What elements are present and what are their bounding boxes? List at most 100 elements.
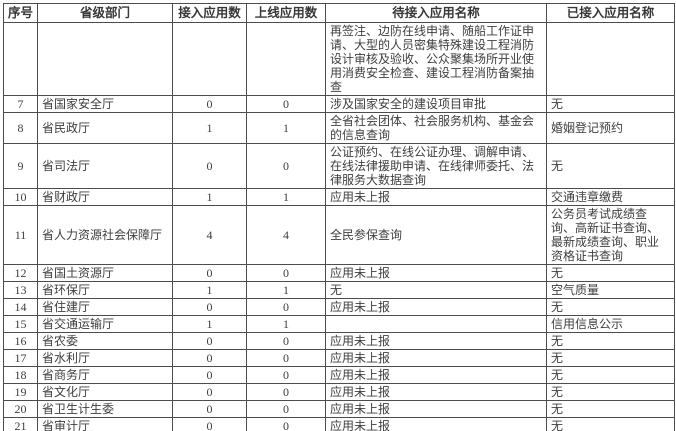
header-connected-app-names: 已接入应用名称	[546, 3, 675, 23]
cell-serial-number: 11	[3, 205, 38, 265]
cell-online-count: 1	[246, 315, 326, 333]
cell-online-count: 1	[246, 112, 326, 144]
cell-serial-number: 7	[3, 95, 38, 113]
cell-connected-count: 4	[172, 205, 247, 265]
cell-connected-app-names	[546, 22, 675, 96]
cell-connected-count: 1	[172, 281, 247, 299]
cell-department: 省农委	[37, 332, 173, 350]
cell-serial-number: 21	[3, 417, 38, 431]
cell-department: 省审计厅	[37, 417, 173, 431]
cell-department: 省文化厅	[37, 383, 173, 401]
cell-pending-app-names: 应用未上报	[325, 188, 547, 206]
cell-connected-count: 1	[172, 112, 247, 144]
cell-serial-number: 13	[3, 281, 38, 299]
cell-connected-count: 0	[172, 383, 247, 401]
cell-pending-app-names: 涉及国家安全的建设项目审批	[325, 95, 547, 113]
cell-connected-count: 0	[172, 332, 247, 350]
cell-connected-count: 0	[172, 366, 247, 384]
cell-serial-number: 15	[3, 315, 38, 333]
cell-department: 省水利厅	[37, 349, 173, 367]
cell-connected-app-names: 无	[546, 383, 675, 401]
cell-connected-app-names: 无	[546, 400, 675, 418]
cell-serial-number: 10	[3, 188, 38, 206]
cell-connected-count: 0	[172, 417, 247, 431]
cell-connected-app-names: 无	[546, 143, 675, 189]
cell-online-count: 4	[246, 205, 326, 265]
cell-connected-count: 0	[172, 400, 247, 418]
cell-connected-app-names: 无	[546, 298, 675, 316]
table-row: 15 省交通运输厅 1 1 信用信息公示	[3, 315, 675, 333]
table-row: 再签注、边防在线申请、随船工作证申请、大型的人员密集特殊建设工程消防设计审核及验…	[3, 22, 675, 96]
cell-online-count: 0	[246, 383, 326, 401]
cell-connected-count: 0	[172, 264, 247, 282]
cell-connected-count: 1	[172, 188, 247, 206]
cell-pending-app-names	[325, 315, 547, 333]
header-row: 序号 省级部门 接入应用数 上线应用数 待接入应用名称 已接入应用名称	[3, 3, 675, 23]
cell-connected-count	[172, 22, 247, 96]
cell-pending-app-names: 全民参保查询	[325, 205, 547, 265]
cell-connected-app-names: 无	[546, 417, 675, 431]
table-row: 18 省商务厅 0 0 应用未上报无	[3, 366, 675, 384]
cell-connected-app-names: 空气质量	[546, 281, 675, 299]
table-row: 8 省民政厅 1 1 全省社会团体、社会服务机构、基金会的信息查询 婚姻登记预约	[3, 112, 675, 144]
cell-department: 省国土资源厅	[37, 264, 173, 282]
cell-department	[37, 22, 173, 96]
cell-connected-app-names: 无	[546, 332, 675, 350]
header-connected-app-count: 接入应用数	[172, 3, 247, 23]
table-row: 12 省国土资源厅 0 0 应用未上报无	[3, 264, 675, 282]
table-row: 16 省农委 0 0 应用未上报无	[3, 332, 675, 350]
header-online-app-count: 上线应用数	[246, 3, 326, 23]
header-serial-number: 序号	[3, 3, 38, 23]
cell-connected-count: 0	[172, 143, 247, 189]
cell-pending-app-names: 应用未上报	[325, 366, 547, 384]
table-row: 20 省卫生计生委 0 0 应用未上报无	[3, 400, 675, 418]
table-header: 序号 省级部门 接入应用数 上线应用数 待接入应用名称 已接入应用名称	[3, 3, 675, 23]
cell-serial-number: 9	[3, 143, 38, 189]
cell-connected-app-names: 婚姻登记预约	[546, 112, 675, 144]
cell-serial-number: 17	[3, 349, 38, 367]
cell-online-count: 0	[246, 95, 326, 113]
cell-connected-count: 0	[172, 298, 247, 316]
cell-serial-number	[3, 22, 38, 96]
cell-pending-app-names: 无	[325, 281, 547, 299]
cell-serial-number: 20	[3, 400, 38, 418]
header-pending-app-names: 待接入应用名称	[325, 3, 547, 23]
cell-department: 省司法厅	[37, 143, 173, 189]
table-row: 7 省国家安全厅 0 0 涉及国家安全的建设项目审批无	[3, 95, 675, 113]
cell-department: 省交通运输厅	[37, 315, 173, 333]
cell-pending-app-names: 应用未上报	[325, 417, 547, 431]
cell-pending-app-names: 应用未上报	[325, 400, 547, 418]
cell-serial-number: 18	[3, 366, 38, 384]
cell-serial-number: 16	[3, 332, 38, 350]
cell-online-count: 0	[246, 400, 326, 418]
cell-connected-app-names: 信用信息公示	[546, 315, 675, 333]
cell-connected-app-names: 无	[546, 349, 675, 367]
table-row: 14 省住建厅 0 0 应用未上报无	[3, 298, 675, 316]
cell-online-count: 0	[246, 366, 326, 384]
app-status-table: 序号 省级部门 接入应用数 上线应用数 待接入应用名称 已接入应用名称 再签注、…	[3, 3, 675, 431]
cell-online-count	[246, 22, 326, 96]
cell-connected-app-names: 交通违章缴费	[546, 188, 675, 206]
cell-connected-app-names: 无	[546, 264, 675, 282]
cell-serial-number: 19	[3, 383, 38, 401]
cell-department: 省卫生计生委	[37, 400, 173, 418]
cell-online-count: 0	[246, 264, 326, 282]
cell-department: 省民政厅	[37, 112, 173, 144]
cell-serial-number: 14	[3, 298, 38, 316]
cell-pending-app-names: 应用未上报	[325, 383, 547, 401]
cell-connected-app-names: 无	[546, 366, 675, 384]
cell-online-count: 0	[246, 143, 326, 189]
cell-connected-count: 0	[172, 349, 247, 367]
table-body: 再签注、边防在线申请、随船工作证申请、大型的人员密集特殊建设工程消防设计审核及验…	[3, 22, 675, 431]
cell-online-count: 0	[246, 298, 326, 316]
cell-department: 省住建厅	[37, 298, 173, 316]
cell-department: 省财政厅	[37, 188, 173, 206]
cell-pending-app-names: 应用未上报	[325, 332, 547, 350]
cell-department: 省人力资源社会保障厅	[37, 205, 173, 265]
table-row: 17 省水利厅 0 0 应用未上报无	[3, 349, 675, 367]
cell-department: 省环保厅	[37, 281, 173, 299]
table-row: 21 省审计厅 0 0 应用未上报无	[3, 417, 675, 431]
document-page: 序号 省级部门 接入应用数 上线应用数 待接入应用名称 已接入应用名称 再签注、…	[0, 3, 676, 431]
cell-pending-app-names: 再签注、边防在线申请、随船工作证申请、大型的人员密集特殊建设工程消防设计审核及验…	[325, 22, 547, 96]
header-province-department: 省级部门	[37, 3, 173, 23]
